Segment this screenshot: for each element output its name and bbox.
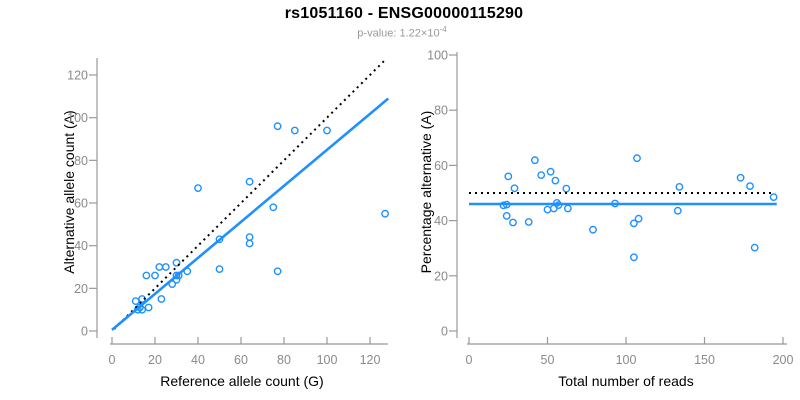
data-point bbox=[673, 206, 682, 215]
x-axis-label-left: Reference allele count (G) bbox=[160, 373, 323, 389]
p-value-text: p-value: 1.22×10 bbox=[357, 27, 440, 40]
y-tick-label: 20 bbox=[74, 282, 88, 296]
data-point bbox=[194, 184, 202, 193]
data-point bbox=[509, 218, 517, 227]
data-point bbox=[273, 122, 282, 131]
x-tick-label: 200 bbox=[773, 353, 794, 367]
chart-subtitle: p-value: 1.22×10-4 bbox=[0, 25, 800, 40]
y-axis-label-left: Alternative allele count (A) bbox=[61, 110, 77, 273]
points-layer bbox=[131, 122, 389, 314]
data-point bbox=[746, 182, 754, 191]
x-tick-label: 60 bbox=[234, 353, 248, 367]
data-point bbox=[161, 263, 170, 271]
data-point bbox=[245, 177, 254, 186]
data-point bbox=[215, 265, 224, 273]
y-tick-label: 60 bbox=[434, 159, 448, 173]
points-layer bbox=[499, 154, 778, 262]
data-point bbox=[531, 156, 539, 165]
data-point bbox=[144, 303, 153, 312]
data-point bbox=[543, 205, 552, 214]
axes: 0 50 100 150 200 0 20 40 60 80 100 bbox=[427, 49, 793, 368]
x-axis-label-right: Total number of reads bbox=[558, 373, 693, 389]
y-tick-label: 40 bbox=[74, 239, 88, 253]
x-tick-label: 50 bbox=[541, 353, 555, 367]
x-tick-label: 40 bbox=[191, 353, 205, 367]
y-tick-label: 120 bbox=[67, 69, 88, 83]
right-scatter-panel: Total number of reads Percentage alterna… bbox=[418, 49, 793, 390]
x-tick-label: 80 bbox=[277, 353, 291, 367]
data-point bbox=[290, 126, 299, 135]
y-tick-label: 80 bbox=[74, 154, 88, 168]
data-point bbox=[524, 218, 533, 226]
left-scatter-panel: Reference allele count (G) Alternative a… bbox=[61, 58, 390, 389]
identity-line bbox=[113, 58, 387, 330]
data-point bbox=[323, 126, 331, 135]
p-value-exponent: -4 bbox=[439, 25, 447, 34]
data-point bbox=[630, 253, 638, 262]
data-point bbox=[736, 173, 745, 182]
data-point bbox=[551, 176, 560, 185]
y-tick-label: 0 bbox=[441, 325, 448, 339]
x-tick-label: 0 bbox=[466, 353, 473, 367]
data-point bbox=[131, 297, 140, 305]
data-point bbox=[151, 271, 159, 280]
data-point bbox=[546, 167, 555, 176]
data-point bbox=[273, 267, 282, 276]
y-tick-label: 20 bbox=[434, 269, 448, 283]
data-point bbox=[589, 225, 597, 234]
data-point bbox=[537, 171, 546, 180]
data-point bbox=[138, 305, 147, 314]
data-point bbox=[215, 235, 224, 244]
y-tick-label: 100 bbox=[67, 111, 88, 125]
data-point bbox=[675, 182, 684, 191]
data-point bbox=[245, 239, 254, 248]
data-point bbox=[750, 243, 759, 252]
y-tick-label: 40 bbox=[434, 214, 448, 228]
data-point bbox=[633, 154, 641, 163]
data-point bbox=[245, 233, 254, 242]
axes: 0 20 40 60 80 100 120 0 20 40 60 80 100 120 bbox=[67, 58, 388, 367]
data-point bbox=[157, 295, 166, 303]
data-point bbox=[172, 258, 181, 267]
data-point bbox=[562, 184, 571, 193]
data-point bbox=[769, 193, 778, 202]
y-tick-label: 60 bbox=[74, 197, 88, 211]
x-tick-label: 100 bbox=[317, 353, 338, 367]
x-tick-label: 120 bbox=[360, 353, 381, 367]
x-tick-label: 100 bbox=[616, 353, 637, 367]
x-tick-label: 0 bbox=[109, 353, 116, 367]
x-tick-label: 150 bbox=[694, 353, 715, 367]
data-point bbox=[630, 219, 638, 228]
x-tick-label: 20 bbox=[148, 353, 162, 367]
data-point bbox=[564, 204, 572, 213]
data-point bbox=[634, 214, 643, 223]
y-tick-label: 0 bbox=[81, 325, 88, 339]
data-point bbox=[502, 211, 511, 220]
data-point bbox=[499, 201, 508, 210]
data-point bbox=[381, 209, 389, 218]
chart-title: rs1051160 - ENSG00000115290 bbox=[284, 5, 524, 22]
regression-line bbox=[111, 97, 390, 331]
data-point bbox=[504, 172, 513, 181]
data-point bbox=[510, 184, 519, 193]
y-axis-label-right: Percentage alternative (A) bbox=[418, 111, 434, 274]
y-tick-label: 80 bbox=[434, 104, 448, 118]
data-point bbox=[155, 263, 164, 271]
data-point bbox=[142, 271, 151, 280]
data-point bbox=[269, 203, 278, 212]
y-tick-label: 100 bbox=[427, 49, 448, 63]
